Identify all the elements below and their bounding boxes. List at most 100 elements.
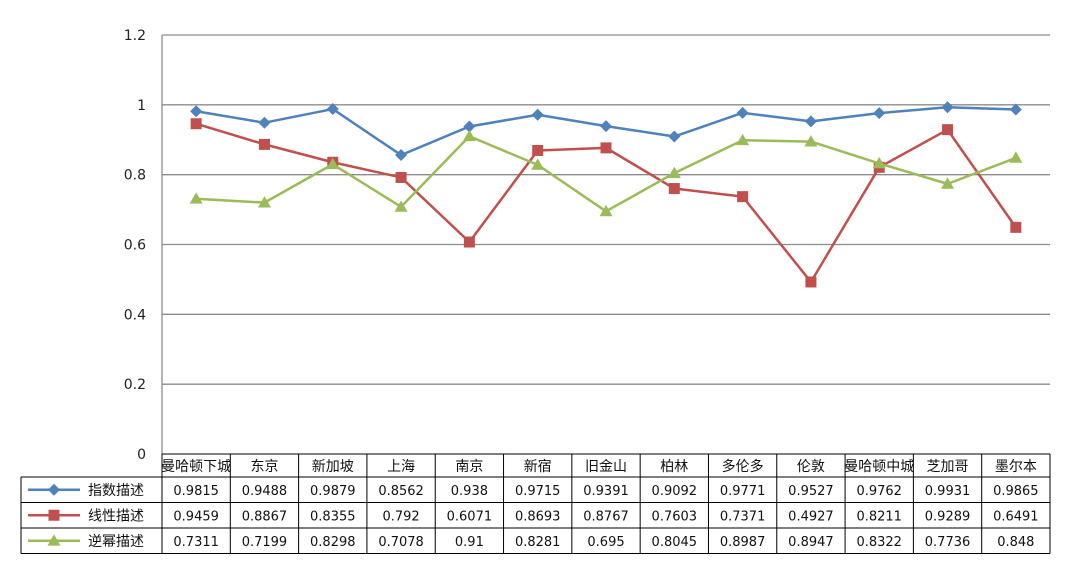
gridlines [161,34,1050,454]
legend-label: 线性描述 [88,508,144,524]
data-label: 0.6071 [447,509,493,524]
y-tick-label: 0.6 [124,238,146,254]
data-point [737,191,749,203]
data-point [326,103,339,116]
data-point [804,135,818,147]
data-label: 0.8693 [515,509,561,524]
data-point [190,118,202,130]
data-label: 0.9527 [788,484,834,499]
data-point [1010,221,1022,233]
data-point [257,196,271,208]
data-point [736,133,750,146]
data-label: 0.7736 [925,535,971,550]
data-label: 0.8867 [242,509,288,524]
data-label: 0.9815 [173,484,219,499]
data-label: 0.8767 [583,509,629,524]
data-label: 0.9931 [925,484,971,499]
data-point [600,120,612,133]
y-tick-label: 0.4 [124,307,146,323]
data-label: 0.7199 [242,535,288,550]
data-label: 0.7078 [378,535,424,550]
category-label: 上海 [387,459,415,475]
category-label: 曼哈顿下城 [161,459,231,475]
category-label: 东京 [250,459,278,475]
data-point [873,107,886,120]
data-label: 0.6491 [993,509,1039,524]
data-label: 0.9092 [652,484,698,499]
data-point [189,192,203,204]
data-point [258,116,271,129]
data-point [326,157,340,170]
y-tick-label: 0.8 [124,168,146,184]
data-label: 0.9289 [925,509,971,524]
data-point [258,138,270,150]
data-point [942,124,954,136]
data-label: 0.9771 [720,484,766,499]
data-point [462,129,476,142]
data-label: 0.9715 [515,484,561,499]
y-tick-label: 0 [137,447,146,463]
category-label: 柏林 [660,459,688,475]
data-point [190,105,203,118]
category-label: 新加坡 [312,459,354,475]
category-label: 芝加哥 [927,459,969,475]
data-label: 0.9459 [173,509,219,524]
data-label: 0.8298 [310,535,356,550]
legend-label: 逆幂描述 [88,534,144,550]
legend-label: 指数描述 [88,483,144,499]
data-label: 0.8987 [720,535,766,550]
data-label: 0.8355 [310,509,356,524]
data-label: 0.8322 [856,535,902,550]
data-point [395,149,408,162]
data-point [941,101,954,114]
data-label: 0.848 [997,535,1034,550]
data-label: 0.8211 [856,509,902,524]
data-label: 0.7371 [720,509,766,524]
data-point [736,106,749,119]
category-label: 伦敦 [797,459,825,475]
data-label: 0.9879 [310,484,356,499]
data-label: 0.9488 [242,484,288,499]
data-label: 0.4927 [788,509,834,524]
data-point [600,142,612,154]
data-label: 0.695 [587,535,624,550]
data-label: 0.9762 [856,484,902,499]
data-point [531,108,544,121]
data-point [394,200,408,212]
category-label: 新宿 [524,458,552,475]
y-tick-label: 1.2 [124,28,146,44]
data-point [531,158,545,170]
data-point [941,177,955,189]
category-label: 南京 [455,459,483,475]
legend-marker [48,483,60,496]
data-point [599,204,613,217]
category-label: 曼哈顿中城 [844,459,914,475]
data-label: 0.7311 [173,535,219,550]
data-point [668,183,680,195]
legend-marker [47,534,61,546]
category-label: 墨尔本 [995,459,1037,475]
y-axis-ticks: 0 0.2 0.4 0.6 0.8 1 1.2 [124,28,146,463]
data-label: 0.8947 [788,535,834,550]
y-tick-label: 1 [137,98,146,114]
data-point [463,120,476,133]
data-label: 0.938 [451,484,488,499]
data-label: 0.91 [455,535,484,550]
data-point [463,236,475,248]
data-label: 0.9865 [993,484,1039,499]
data-label: 0.9391 [583,484,629,499]
data-point [804,115,817,128]
data-point [872,156,886,169]
data-label: 0.8045 [652,535,698,550]
data-label: 0.8562 [378,484,424,499]
data-point [668,130,681,143]
category-label: 多伦多 [722,458,764,475]
y-tick-label: 0.2 [124,377,146,393]
data-point [395,171,407,183]
data-point [805,276,817,288]
category-label: 旧金山 [585,459,627,475]
legend-marker [48,509,60,521]
data-label: 0.8281 [515,535,561,550]
data-point [1009,103,1022,116]
